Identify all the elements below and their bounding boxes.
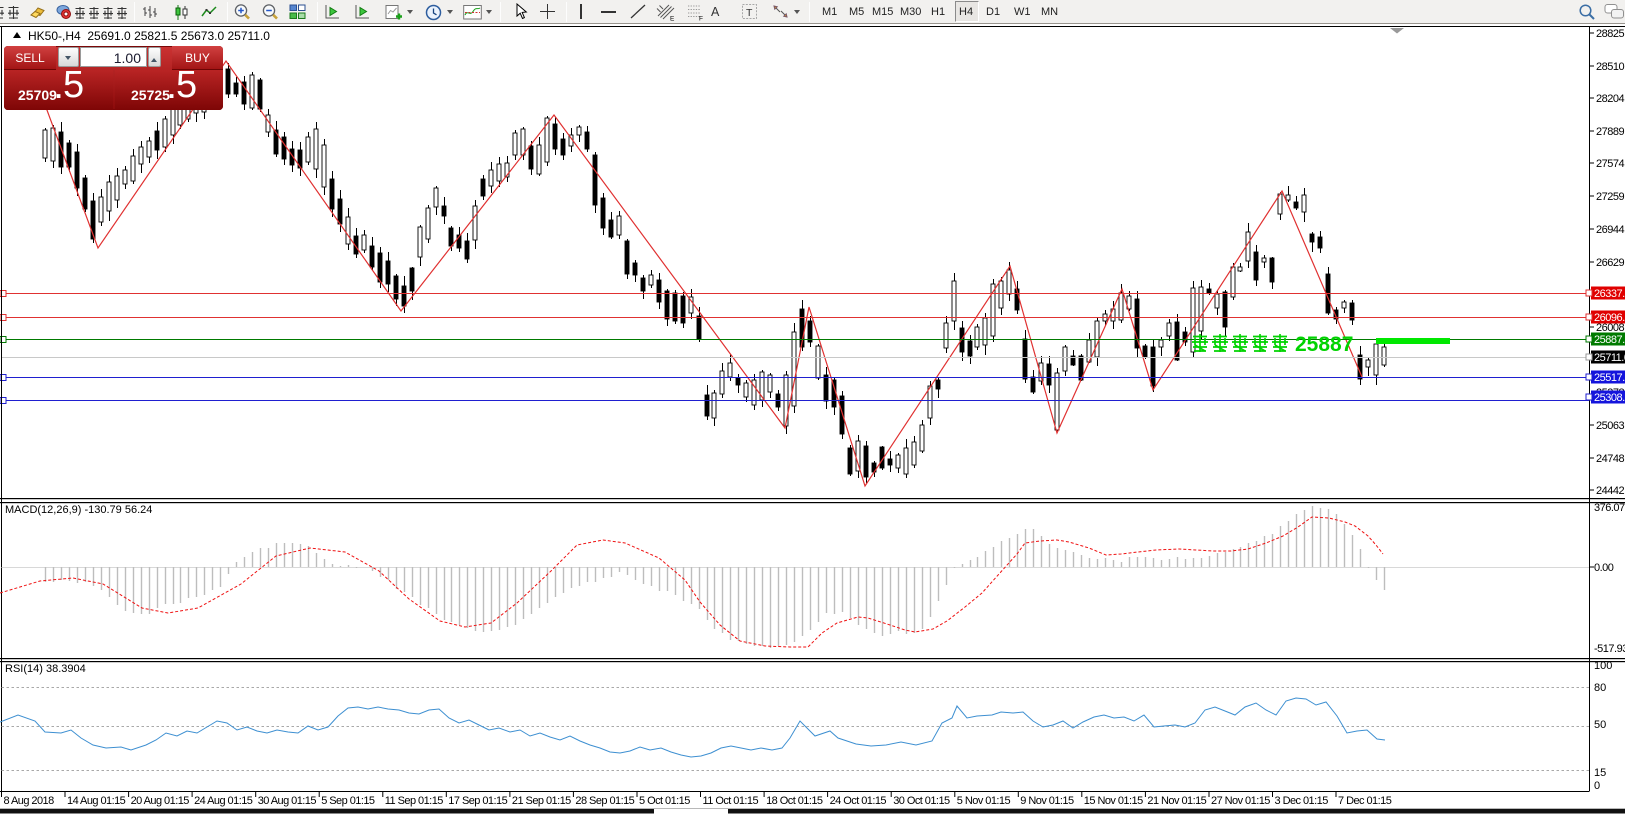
svg-text:28 Sep 01:15: 28 Sep 01:15: [575, 795, 634, 807]
svg-text:0.00: 0.00: [1594, 562, 1614, 574]
svg-text:RSI(14) 38.3904: RSI(14) 38.3904: [5, 663, 86, 675]
svg-text:20 Aug 01:15: 20 Aug 01:15: [131, 795, 190, 807]
svg-text:T: T: [746, 7, 753, 19]
svg-text:7 Dec 01:15: 7 Dec 01:15: [1338, 795, 1392, 807]
svg-text:14 Aug 01:15: 14 Aug 01:15: [67, 795, 126, 807]
svg-text:24748.0: 24748.0: [1596, 453, 1625, 465]
svg-text:5 Sep 01:15: 5 Sep 01:15: [321, 795, 375, 807]
svg-text:80: 80: [1594, 682, 1606, 694]
svg-text:26096.3: 26096.3: [1594, 312, 1625, 324]
svg-text:25887.2: 25887.2: [1594, 334, 1625, 346]
svg-text:25711.0: 25711.0: [1594, 352, 1625, 364]
svg-text:11 Sep 01:15: 11 Sep 01:15: [385, 795, 443, 807]
svg-text:HK50-,H4 25691.0 25821.5 2567: HK50-,H4 25691.0 25821.5 25673.0 25711.0: [28, 29, 270, 43]
svg-text:26008.0: 26008.0: [1596, 322, 1625, 334]
svg-text:0: 0: [1594, 780, 1600, 792]
svg-text:30 Aug 01:15: 30 Aug 01:15: [258, 795, 317, 807]
svg-text:E: E: [670, 16, 675, 22]
svg-text:26629.0: 26629.0: [1596, 257, 1625, 269]
svg-text:27889.0: 27889.0: [1596, 126, 1625, 138]
svg-text:100: 100: [1594, 660, 1612, 672]
svg-text:15 Nov 01:15: 15 Nov 01:15: [1084, 795, 1143, 807]
svg-text:15: 15: [1594, 767, 1606, 779]
svg-text:18 Oct 01:15: 18 Oct 01:15: [766, 795, 823, 807]
svg-text:17 Sep 01:15: 17 Sep 01:15: [448, 795, 507, 807]
svg-text:50: 50: [1594, 719, 1606, 731]
svg-text:MACD(12,26,9) -130.79 56.24: MACD(12,26,9) -130.79 56.24: [5, 504, 152, 516]
svg-text:F: F: [699, 16, 703, 22]
svg-text:26944.0: 26944.0: [1596, 224, 1625, 236]
svg-text:27 Nov 01:15: 27 Nov 01:15: [1211, 795, 1270, 807]
svg-text:24 Aug 01:15: 24 Aug 01:15: [194, 795, 253, 807]
svg-text:21 Nov 01:15: 21 Nov 01:15: [1147, 795, 1206, 807]
svg-text:28204.0: 28204.0: [1596, 93, 1625, 105]
svg-text:24442.0: 24442.0: [1596, 485, 1625, 497]
svg-text:376.07: 376.07: [1594, 502, 1625, 514]
svg-text:25308.3: 25308.3: [1594, 392, 1625, 404]
svg-text:27259.0: 27259.0: [1596, 191, 1625, 203]
svg-text:8 Aug 2018: 8 Aug 2018: [4, 795, 55, 807]
svg-text:-517.93: -517.93: [1594, 643, 1625, 655]
svg-text:28510.0: 28510.0: [1596, 61, 1625, 73]
svg-text:27574.0: 27574.0: [1596, 158, 1625, 170]
svg-text:21 Sep 01:15: 21 Sep 01:15: [512, 795, 571, 807]
svg-text:5 Oct 01:15: 5 Oct 01:15: [639, 795, 690, 807]
svg-text:28825.0: 28825.0: [1596, 28, 1625, 40]
svg-text:30 Oct 01:15: 30 Oct 01:15: [893, 795, 950, 807]
svg-text:3 Dec 01:15: 3 Dec 01:15: [1275, 795, 1329, 807]
svg-text:24 Oct 01:15: 24 Oct 01:15: [830, 795, 887, 807]
svg-text:9 Nov 01:15: 9 Nov 01:15: [1020, 795, 1074, 807]
svg-text:25887: 25887: [1295, 333, 1353, 356]
svg-text:11 Oct 01:15: 11 Oct 01:15: [703, 795, 759, 807]
svg-text:5 Nov 01:15: 5 Nov 01:15: [957, 795, 1011, 807]
svg-text:26337.6: 26337.6: [1594, 288, 1625, 300]
svg-text:25063.0: 25063.0: [1596, 420, 1625, 432]
svg-text:25517.2: 25517.2: [1594, 372, 1625, 384]
